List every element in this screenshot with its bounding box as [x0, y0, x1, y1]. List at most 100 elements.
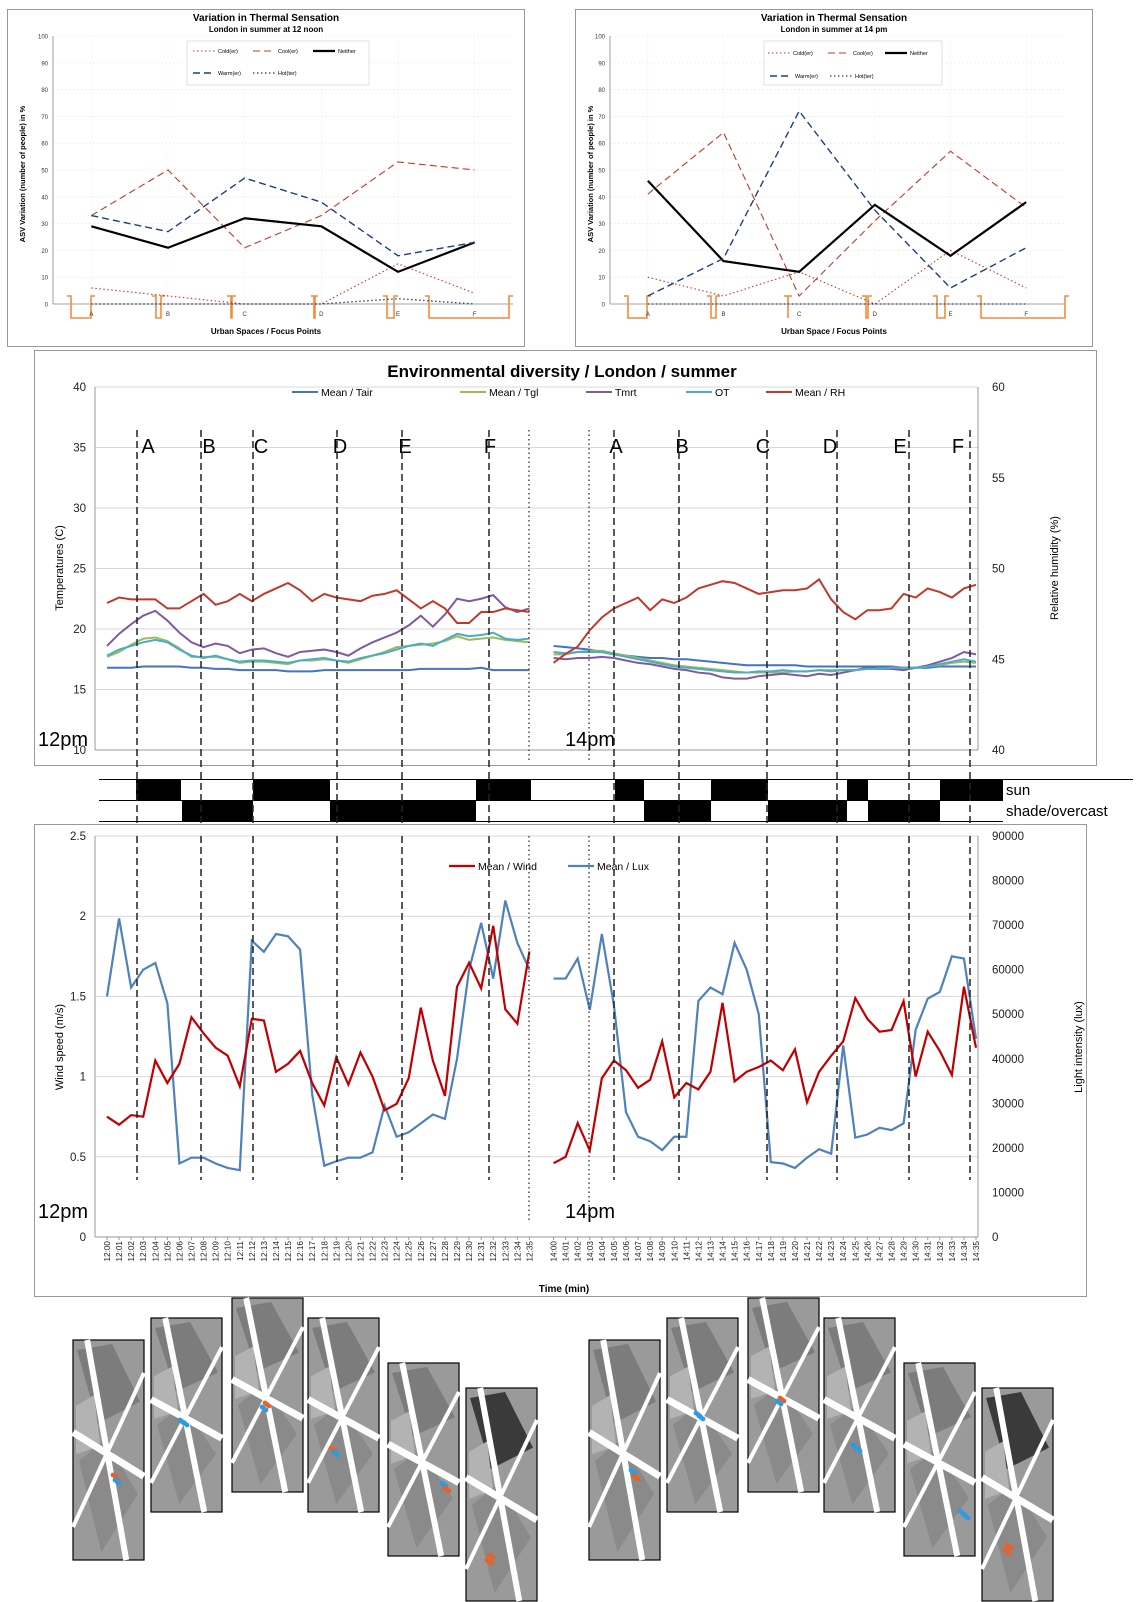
zone-letter: E: [893, 436, 906, 458]
wind-line-14: [553, 986, 978, 1165]
participant-dot-orange: [266, 1403, 272, 1409]
asv-ytick-label: 60: [41, 142, 48, 148]
asv-ytick-label: 10: [41, 276, 48, 282]
map-strip-afternoon-6: [980, 1387, 1055, 1602]
map-road: [902, 1391, 977, 1528]
participant-dot-blue: [116, 1480, 122, 1486]
map-road: [230, 1326, 305, 1464]
zone-letter: E: [398, 436, 411, 458]
map-building: [595, 1439, 654, 1552]
sun-block: [711, 780, 768, 800]
zone-bracket: [152, 295, 165, 319]
time-tick-label: 12:03: [139, 1241, 148, 1262]
time-tick-label: 14:30: [912, 1241, 921, 1262]
asv-line-warm-er: [647, 109, 1027, 297]
asv-ytick-label: 20: [41, 249, 48, 255]
participant-dot-blue: [857, 1448, 863, 1454]
temp-line-tmrt-14: [553, 650, 977, 680]
time-tick-label: 12:05: [163, 1241, 172, 1262]
time-tick-label: 14:00: [550, 1241, 559, 1262]
time-tick-label: 14:14: [719, 1241, 728, 1262]
asv-left-legend-box: [186, 40, 370, 86]
asv-ytick-label: 70: [598, 115, 605, 121]
participant-dot-blue: [184, 1422, 190, 1428]
time-tick-label: 14:05: [610, 1241, 619, 1262]
temp-series-lines: [106, 577, 977, 680]
map-building: [314, 1405, 373, 1504]
zone-letter: B: [675, 436, 688, 458]
time-tick-label: 14:22: [815, 1241, 824, 1262]
zone-letter: D: [823, 436, 837, 458]
sun-shade-strip: sun shade/overcast: [99, 779, 1133, 822]
asv-ytick-label: 40: [598, 195, 605, 201]
time-tick-label: 14:20: [791, 1241, 800, 1262]
asv-line-cool-er: [647, 131, 1027, 297]
time-tick-label: 12:30: [465, 1241, 474, 1262]
asv-left-series-lines: [91, 161, 476, 305]
wind-lux-chart: Wind speed (m/s) Light intensity (lux) 0…: [38, 831, 1085, 1295]
lux-line-14: [553, 933, 978, 1170]
zone-letter: F: [484, 436, 496, 458]
asv-line-neither: [91, 217, 476, 274]
time-tick-label: 12:17: [308, 1241, 317, 1262]
time-tick-label: 12:21: [356, 1241, 365, 1262]
participant-dot-orange: [635, 1476, 641, 1482]
lux-ytick-label: 10000: [992, 1187, 1024, 1199]
asv-ytick-label: 10: [598, 276, 605, 282]
asv-ytick-label: 30: [598, 222, 605, 228]
time-tick-label: 14:04: [598, 1241, 607, 1262]
site-map-strips: [71, 1297, 1055, 1602]
asv-category-label: E: [948, 312, 952, 318]
time-label-14pm-top: 14pm: [565, 729, 615, 751]
time-tick-label: 14:21: [803, 1241, 812, 1262]
env-chart-title: Environmental diversity / London / summe…: [387, 362, 737, 381]
asv-legend-label: Cold(er): [793, 51, 813, 57]
time-tick-label: 14:27: [875, 1241, 884, 1262]
asv-ytick-label: 40: [41, 195, 48, 201]
zone-letter: A: [141, 436, 155, 458]
wind-ytick-label: 2.5: [70, 831, 86, 843]
asv-chart-left: Variation in Thermal Sensation London in…: [18, 13, 513, 336]
rh-ytick-label: 45: [992, 654, 1005, 666]
map-strip-afternoon-2: [665, 1317, 740, 1513]
rh-ytick-label: 40: [992, 745, 1005, 757]
asv-right-legend: Cold(er) Cool(er) Neither Warm(er) Hot(ter): [763, 40, 943, 86]
asv-ytick-label: 100: [595, 35, 606, 41]
map-road: [464, 1419, 539, 1570]
map-building: [79, 1439, 138, 1552]
time-tick-label: 12:27: [429, 1241, 438, 1262]
temp-ytick-label: 10: [73, 745, 86, 757]
asv-legend-label: Hot(ter): [278, 71, 297, 77]
time-tick-label: 12:11: [236, 1241, 245, 1261]
asv-legend-label: Hot(ter): [855, 74, 874, 80]
time-tick-label: 12:14: [272, 1241, 281, 1262]
time-tick-label: 14:03: [586, 1241, 595, 1262]
time-tick-label: 12:02: [127, 1241, 136, 1262]
zone-letter: C: [756, 436, 770, 458]
map-strip-noon-4: [306, 1317, 381, 1513]
time-tick-label: 14:23: [827, 1241, 836, 1262]
zone-letter: D: [333, 436, 347, 458]
map-strip-afternoon-3: [746, 1297, 821, 1493]
time-tick-label: 12:12: [248, 1241, 257, 1262]
asv-category-label: E: [396, 312, 400, 318]
map-strip-afternoon-5: [902, 1362, 977, 1557]
time-tick-label: 14:28: [888, 1241, 897, 1262]
temp-legend-label: OT: [715, 387, 730, 399]
zone-dividers: [136, 430, 971, 1220]
asv-legend-label: Warm(er): [218, 71, 241, 77]
wind-legend: Mean / Wind Mean / Lux: [449, 861, 650, 873]
wind-lux-panel-frame: [34, 824, 1087, 1297]
wind-series-lines: [105, 900, 978, 1172]
asv-ytick-label: 90: [41, 61, 48, 67]
map-building: [754, 1385, 813, 1484]
zone-letter: A: [609, 436, 623, 458]
asv-legend-label: Neither: [338, 49, 356, 55]
time-label-14pm-bottom: 14pm: [565, 1201, 615, 1223]
asv-line-neither: [647, 179, 1027, 274]
time-tick-label: 12:20: [344, 1241, 353, 1262]
temp-ytick-label: 40: [73, 382, 86, 394]
asv-line-cold-er: [91, 263, 475, 305]
shade-block: [182, 801, 253, 821]
map-strip-afternoon-4: [822, 1317, 897, 1513]
